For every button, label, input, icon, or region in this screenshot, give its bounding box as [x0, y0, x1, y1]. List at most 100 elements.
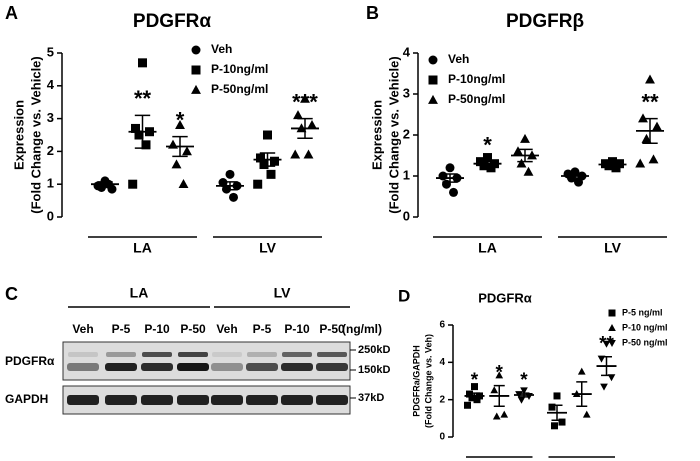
data-point — [225, 169, 235, 179]
chart-title: PDGFRα — [478, 290, 532, 305]
blot-band — [178, 352, 208, 357]
y-tick-label: 3 — [403, 85, 410, 100]
panel-label: A — [5, 3, 18, 23]
legend-label: Veh — [448, 52, 469, 66]
data-point — [492, 412, 501, 420]
legend-label: P-50ng/ml — [448, 92, 505, 106]
error-bar — [259, 152, 276, 167]
data-point — [438, 171, 448, 181]
data-point — [582, 410, 591, 418]
blot-band — [281, 363, 313, 371]
size-marker-label: 37kD — [358, 392, 384, 404]
significance-label: *** — [292, 89, 318, 114]
blot-band — [211, 395, 243, 405]
legend-label: Veh — [211, 42, 232, 56]
data-point — [182, 146, 192, 156]
x-tick-label: LV — [604, 240, 622, 256]
data-point — [471, 383, 478, 391]
lane-label: P-10 — [284, 322, 310, 336]
x-tick-label: LV — [259, 240, 277, 256]
blot-band — [212, 352, 242, 357]
legend-label: P-10ng/ml — [211, 62, 268, 76]
y-tick-label: 2 — [439, 394, 445, 405]
significance-label: ** — [599, 334, 614, 355]
blot-band — [141, 363, 173, 371]
blot-band — [105, 363, 137, 371]
panel-label: D — [398, 286, 410, 305]
data-point — [553, 392, 561, 400]
data-point — [513, 146, 523, 156]
error-bar — [172, 135, 188, 158]
data-point — [652, 121, 662, 131]
legend-label: P-50ng/ml — [211, 82, 268, 96]
data-point — [300, 93, 310, 103]
data-point — [548, 403, 556, 411]
blot-band — [317, 352, 347, 357]
data-point — [263, 130, 272, 140]
data-point — [558, 418, 566, 426]
error-bar — [642, 117, 658, 144]
data-point — [449, 187, 458, 197]
panel-label: B — [366, 3, 379, 23]
data-point — [523, 166, 534, 176]
error-bar — [442, 173, 458, 183]
legend-marker — [191, 84, 201, 94]
error-bar — [604, 162, 621, 167]
data-point — [303, 149, 314, 159]
significance-label: ** — [641, 89, 659, 114]
data-point — [171, 159, 182, 169]
significance-label: * — [471, 370, 479, 391]
data-point — [445, 163, 455, 173]
data-point — [600, 383, 608, 391]
y-axis-label: PDGFRa/GAPDH — [411, 345, 421, 417]
data-point — [134, 130, 144, 140]
legend-marker — [428, 94, 438, 104]
blot-row-label: PDGFRα — [5, 354, 55, 368]
error-bar — [551, 404, 563, 421]
x-tick-label: LA — [133, 240, 152, 256]
blot-band — [316, 363, 348, 371]
blot-band — [68, 352, 98, 357]
legend-marker — [608, 323, 616, 331]
y-tick-label: 0 — [47, 208, 54, 223]
blot-band — [106, 352, 136, 357]
blot-band — [211, 363, 243, 371]
blot-band — [316, 395, 348, 405]
error-bar — [567, 173, 583, 179]
data-point — [141, 140, 151, 150]
panel-label: C — [5, 284, 18, 304]
data-point — [490, 386, 499, 394]
blot-group-label: LV — [274, 285, 292, 301]
data-point — [259, 160, 269, 170]
blot-band — [177, 363, 209, 371]
data-point — [131, 123, 140, 133]
y-tick-label: 2 — [403, 126, 410, 141]
legend-marker — [428, 55, 438, 65]
data-point — [253, 179, 263, 189]
y-axis-label: (Fold Change vs. Vehicle) — [386, 56, 401, 213]
y-tick-label: 0 — [403, 208, 410, 223]
lane-label: Veh — [72, 322, 93, 336]
y-tick-label: 0 — [439, 432, 445, 443]
y-axis-label: Expression — [11, 100, 26, 170]
blot-band — [105, 395, 137, 405]
data-point — [602, 340, 611, 348]
data-point — [611, 163, 621, 173]
data-point — [486, 163, 496, 173]
data-point — [520, 133, 530, 143]
legend-label: P-5 ng/ml — [622, 307, 663, 317]
data-point — [495, 371, 504, 379]
data-point — [473, 396, 481, 404]
data-point — [175, 119, 185, 129]
y-tick-label: 4 — [439, 357, 445, 368]
y-axis-label: (Fold Change vs. Veh) — [423, 334, 433, 428]
data-point — [97, 182, 106, 192]
blot-band — [141, 395, 173, 405]
significance-label: * — [520, 370, 528, 391]
data-point — [293, 110, 303, 120]
error-bar — [134, 114, 151, 149]
legend-marker — [191, 45, 201, 55]
significance-label: * — [176, 107, 185, 132]
lane-label: P-10 — [144, 322, 170, 336]
